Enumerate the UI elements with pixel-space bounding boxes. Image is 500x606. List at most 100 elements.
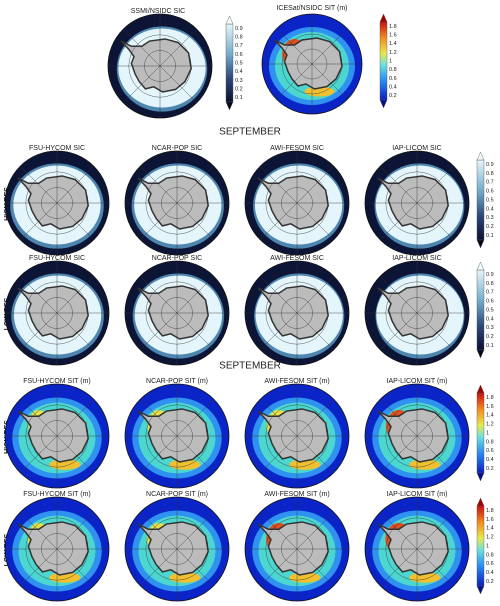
panel-title: AWI-FESOM SIC xyxy=(270,145,324,152)
parallel xyxy=(281,297,313,329)
map-frame xyxy=(4,260,110,366)
meridian xyxy=(380,166,454,240)
colorbar-label: 0.8 xyxy=(486,281,494,287)
panel-title: IAP-LICOM SIT (m) xyxy=(387,491,448,498)
panel-title: NCAR-POP SIT (m) xyxy=(146,491,208,498)
colorbar-body xyxy=(476,159,485,241)
panel-title: IAP-LICOM SIC xyxy=(392,145,441,152)
map-body xyxy=(5,261,109,365)
map-frame xyxy=(244,496,350,602)
map-frame xyxy=(244,383,350,489)
polar-map xyxy=(364,260,470,366)
parallel xyxy=(385,517,449,581)
polar-map xyxy=(124,150,230,256)
map-frame xyxy=(124,260,230,366)
parallel xyxy=(265,517,329,581)
colorbar-label: 0.6 xyxy=(486,299,494,305)
polar-map xyxy=(244,496,350,602)
colorbar-top xyxy=(476,151,485,161)
colorbar-label: 1.6 xyxy=(486,517,494,523)
parallel xyxy=(25,404,89,468)
polar-map xyxy=(124,383,230,489)
colorbar: 0.9 0.8 0.7 0.6 0.5 0.4 0.3 0.2 0.1 xyxy=(476,261,494,359)
meridian xyxy=(20,276,94,350)
colorbar: 1.8 1.6 1.4 1.2 1 0.8 0.6 0.4 0.2 xyxy=(476,384,494,482)
panel-title: FSU-HYCOM SIC xyxy=(29,145,85,152)
polar-map xyxy=(244,383,350,489)
colorbar-label: 0.2 xyxy=(486,466,494,472)
parallel xyxy=(265,404,329,468)
panel-title: SSMI/NSIDC SIC xyxy=(131,8,185,15)
meridian xyxy=(20,512,94,586)
map-body xyxy=(5,384,109,488)
colorbar-label: 0.8 xyxy=(235,34,243,40)
colorbar-label: 0.6 xyxy=(486,189,494,195)
colorbar-label: 0.4 xyxy=(389,84,397,90)
map-frame xyxy=(124,496,230,602)
colorbar-bottom xyxy=(476,585,485,595)
colorbar-body xyxy=(225,23,234,103)
colorbar-label: 0.3 xyxy=(235,78,243,84)
section-heading: SEPTEMBER xyxy=(219,361,281,372)
colorbar-bottom xyxy=(379,99,388,109)
map-body xyxy=(125,151,229,255)
panel-title: FSU-HYCOM SIT (m) xyxy=(23,491,91,498)
parallel xyxy=(25,281,89,345)
parallel xyxy=(401,297,433,329)
panel-title: FSU-HYCOM SIC xyxy=(29,255,85,262)
colorbar-label: 0.5 xyxy=(486,307,494,313)
colorbar-label: 0.3 xyxy=(486,325,494,331)
map-body xyxy=(125,261,229,365)
polar-map xyxy=(4,496,110,602)
polar-map xyxy=(364,496,470,602)
map-frame xyxy=(124,150,230,256)
meridian xyxy=(380,512,454,586)
colorbar-body xyxy=(379,21,388,101)
map-frame xyxy=(364,496,470,602)
map-body xyxy=(262,14,362,114)
parallel xyxy=(41,187,73,219)
colorbar-label: 1.8 xyxy=(486,508,494,514)
colorbar-body xyxy=(476,392,485,474)
map-frame xyxy=(364,383,470,489)
colorbar-bottom xyxy=(476,239,485,249)
parallel xyxy=(161,187,193,219)
map-body xyxy=(5,151,109,255)
polar-map xyxy=(4,150,110,256)
parallel xyxy=(281,533,313,565)
colorbar-label: 0.9 xyxy=(486,162,494,168)
map-frame xyxy=(124,383,230,489)
panel-title: FSU-HYCOM SIT (m) xyxy=(23,378,91,385)
meridian xyxy=(123,29,197,103)
colorbar-label: 0.4 xyxy=(235,69,243,75)
map-frame xyxy=(244,260,350,366)
colorbar-label: 1.8 xyxy=(389,24,397,30)
parallel xyxy=(161,533,193,565)
parallel xyxy=(385,281,449,345)
parallel xyxy=(401,533,433,565)
parallel xyxy=(281,420,313,452)
colorbar-label: 0.2 xyxy=(235,86,243,92)
colorbar-label: 0.6 xyxy=(235,52,243,58)
colorbar-label: 0.4 xyxy=(486,316,494,322)
parallel xyxy=(145,281,209,345)
map-frame xyxy=(364,260,470,366)
colorbar-label: 0.3 xyxy=(486,215,494,221)
panel-title: AWI-FESOM SIC xyxy=(270,255,324,262)
colorbar-label: 1 xyxy=(486,430,489,436)
polar-map xyxy=(124,260,230,366)
colorbar-label: 1.8 xyxy=(486,395,494,401)
polar-map xyxy=(364,383,470,489)
parallel xyxy=(41,420,73,452)
parallel xyxy=(281,187,313,219)
parallel xyxy=(281,33,343,95)
colorbar-label: 0.7 xyxy=(235,43,243,49)
colorbar-label: 0.2 xyxy=(486,579,494,585)
polar-map xyxy=(4,383,110,489)
colorbar: 1.8 1.6 1.4 1.2 1 0.8 0.6 0.4 0.2 xyxy=(379,13,397,109)
parallel xyxy=(41,297,73,329)
colorbar-top xyxy=(476,261,485,271)
meridian xyxy=(140,276,214,350)
map-body xyxy=(108,14,212,118)
